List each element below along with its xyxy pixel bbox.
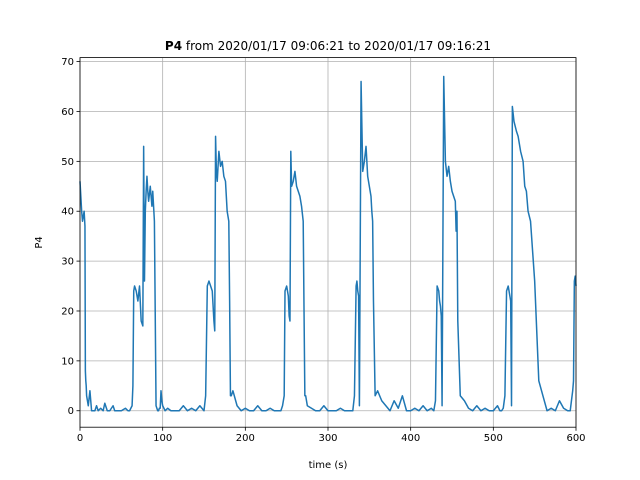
y-tick-label: 20 (61, 306, 74, 317)
y-tick-label: 30 (61, 257, 74, 268)
x-tick-label: 500 (484, 433, 503, 444)
x-tick-label: 300 (318, 433, 337, 444)
x-tick-label: 400 (401, 433, 420, 444)
x-tick-label: 200 (236, 433, 255, 444)
chart-title: P4 from 2020/01/17 09:06:21 to 2020/01/1… (165, 39, 491, 53)
y-tick-label: 70 (61, 57, 74, 68)
series-layer (79, 75, 577, 412)
x-tick-label: 600 (566, 433, 585, 444)
y-tick-label: 50 (61, 157, 74, 168)
y-axis-label: P4 (34, 236, 45, 248)
y-tick-label: 60 (61, 107, 74, 118)
chart-title-bold: P4 (165, 39, 182, 53)
x-axis: 0 100 200 300 400 500 600 (77, 427, 586, 444)
x-axis-label: time (s) (309, 460, 348, 471)
x-tick-label: 0 (77, 433, 83, 444)
series-line-0 (79, 75, 577, 412)
y-tick-label: 40 (61, 207, 74, 218)
y-tick-label: 0 (68, 406, 74, 417)
y-tick-label: 10 (61, 356, 74, 367)
chart-title-rest: from 2020/01/17 09:06:21 to 2020/01/17 0… (182, 39, 491, 53)
grid (79, 57, 577, 428)
y-axis: 0 10 20 30 40 50 60 70 (61, 57, 80, 417)
x-tick-label: 100 (153, 433, 172, 444)
